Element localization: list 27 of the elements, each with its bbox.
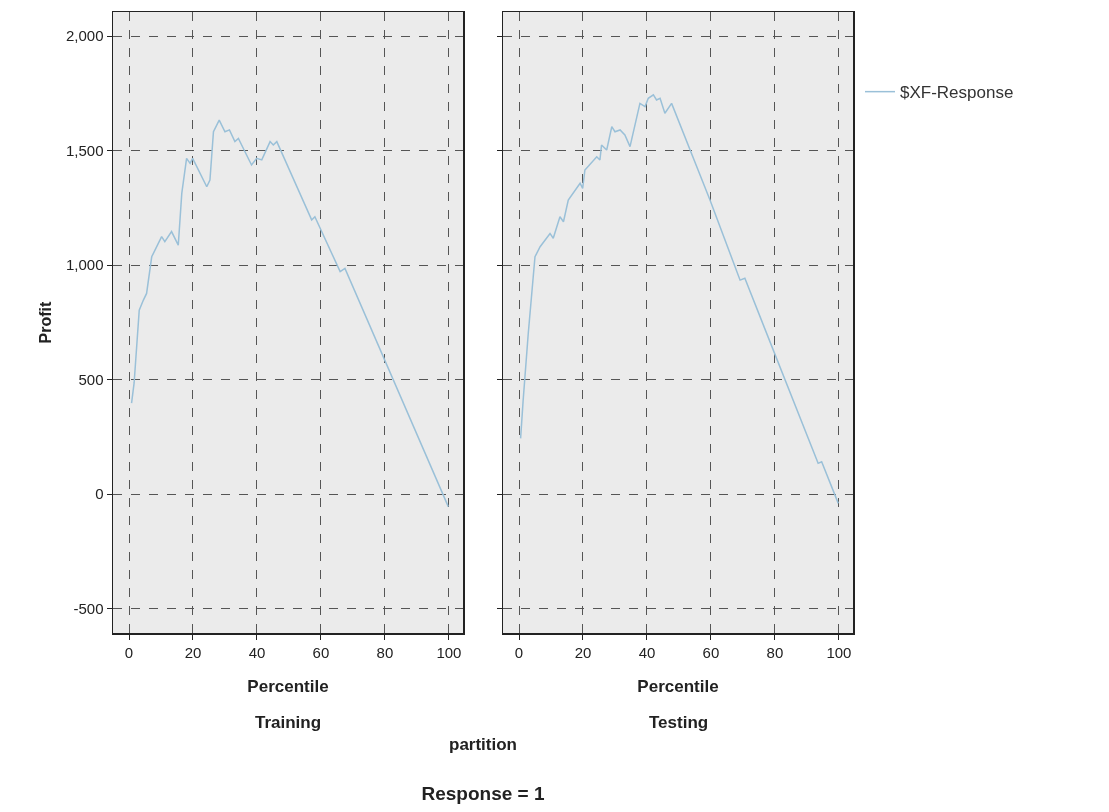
y-tick-label: 500 bbox=[78, 370, 104, 388]
y-axis-title: Profit bbox=[37, 300, 55, 344]
text: Training bbox=[255, 713, 322, 732]
x-tick-label: 100 bbox=[436, 643, 462, 661]
x-tick-label: 60 bbox=[702, 643, 720, 661]
y-tick-label: 0 bbox=[95, 485, 104, 503]
text: Response = 1 bbox=[421, 783, 545, 805]
x-axis-title: Percentile bbox=[247, 676, 329, 696]
text: partition bbox=[449, 735, 517, 755]
y-tick-label: -500 bbox=[73, 599, 104, 617]
x-tick-label: 80 bbox=[766, 643, 784, 661]
text: Testing bbox=[649, 713, 709, 732]
x-tick-label: 0 bbox=[124, 643, 134, 661]
x-tick-label: 100 bbox=[826, 643, 852, 661]
y-tick-label: 2,000 bbox=[65, 27, 104, 45]
x-tick-label: 60 bbox=[312, 643, 330, 661]
x-tick-label: 20 bbox=[184, 643, 202, 661]
x-tick-label: 80 bbox=[376, 643, 394, 661]
legend-label: $XF-Response bbox=[900, 83, 1014, 103]
x-tick-label: 40 bbox=[638, 643, 656, 661]
line-series bbox=[130, 119, 450, 508]
y-tick-label: 1,000 bbox=[65, 256, 104, 274]
x-tick-label: 40 bbox=[248, 643, 266, 661]
x-tick-label: 20 bbox=[574, 643, 592, 661]
x-axis-title: Percentile bbox=[637, 676, 719, 696]
x-tick-label: 0 bbox=[514, 643, 524, 661]
y-tick-label: 1,500 bbox=[65, 141, 104, 159]
